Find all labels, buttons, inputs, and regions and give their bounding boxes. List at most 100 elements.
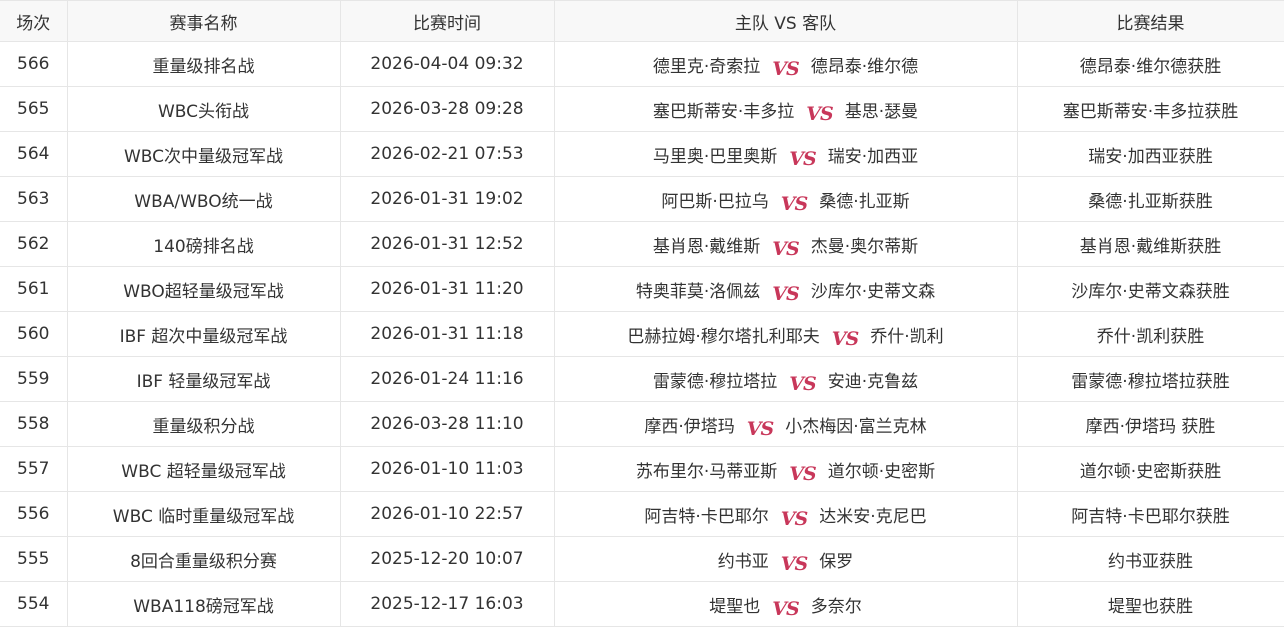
vs-icon: VS	[789, 462, 816, 485]
vs-icon: VS	[780, 192, 808, 215]
event-name: WBC头衔战	[66, 86, 341, 132]
header-result: 比赛结果	[1016, 0, 1284, 42]
event-name: 8回合重量级积分赛	[66, 536, 341, 582]
event-name: 重量级积分战	[66, 401, 341, 447]
teams: 巴赫拉姆·穆尔塔扎利耶夫 VS 乔什·凯利	[553, 311, 1018, 357]
match-result: 约书亚获胜	[1016, 536, 1284, 582]
away-team: 保罗	[819, 551, 854, 572]
teams: 阿巴斯·巴拉乌 VS 桑德·扎亚斯	[553, 176, 1018, 222]
vs-icon: VS	[780, 507, 808, 530]
teams: 德里克·奇索拉 VS 德昂泰·维尔德	[553, 41, 1018, 87]
table-row: 565 WBC头衔战 2026-03-28 09:28 塞巴斯蒂安·丰多拉 VS 基思·瑟…	[0, 86, 1284, 132]
home-team: 约书亚	[717, 551, 769, 572]
teams: 堤聖也 VS 多奈尔	[553, 581, 1018, 627]
home-team: 德里克·奇索拉	[652, 56, 761, 77]
away-team: 沙库尔·史蒂文森	[810, 281, 936, 302]
match-time: 2026-01-31 11:20	[339, 266, 555, 312]
teams: 塞巴斯蒂安·丰多拉 VS 基思·瑟曼	[553, 86, 1018, 132]
header-event: 赛事名称	[66, 0, 341, 42]
match-time: 2026-01-24 11:16	[339, 356, 555, 402]
table-row: 558 重量级积分战 2026-03-28 11:10 摩西·伊塔玛 VS 小杰梅因·富兰…	[0, 401, 1284, 447]
event-name: WBC次中量级冠军战	[66, 131, 341, 177]
vs-icon: VS	[806, 102, 833, 125]
vs-icon: VS	[772, 597, 799, 620]
table-row: 561 WBO超轻量级冠军战 2026-01-31 11:20 特奥菲莫·洛佩兹 VS 沙…	[0, 266, 1284, 312]
match-result: 雷蒙德·穆拉塔拉获胜	[1016, 356, 1284, 402]
table-row: 554 WBA118磅冠军战 2025-12-17 16:03 堤聖也 VS 多奈尔 堤聖也…	[0, 581, 1284, 627]
vs-icon: VS	[789, 147, 816, 170]
event-name: WBA/WBO统一战	[66, 176, 341, 222]
match-result: 堤聖也获胜	[1016, 581, 1284, 627]
home-team: 雷蒙德·穆拉塔拉	[652, 371, 778, 392]
match-number: 554	[0, 581, 68, 627]
vs-icon: VS	[789, 372, 816, 395]
vs-icon: VS	[772, 237, 799, 260]
match-number: 555	[0, 536, 68, 582]
home-team: 摩西·伊塔玛	[644, 416, 735, 437]
header-teams: 主队 VS 客队	[553, 0, 1018, 42]
match-number: 557	[0, 446, 68, 492]
match-time: 2026-01-10 22:57	[339, 491, 555, 537]
event-name: WBC 临时重量级冠军战	[66, 491, 341, 537]
match-number: 562	[0, 221, 68, 267]
home-team: 特奥菲莫·洛佩兹	[635, 281, 761, 302]
event-name: WBC 超轻量级冠军战	[66, 446, 341, 492]
event-name: 140磅排名战	[66, 221, 341, 267]
table-row: 557 WBC 超轻量级冠军战 2026-01-10 11:03 苏布里尔·马蒂亚斯 V…	[0, 446, 1284, 492]
away-team: 安迪·克鲁兹	[827, 371, 919, 392]
teams: 马里奥·巴里奥斯 VS 瑞安·加西亚	[553, 131, 1018, 177]
match-result: 瑞安·加西亚获胜	[1016, 131, 1284, 177]
vs-icon: VS	[746, 417, 774, 440]
table-row: 566 重量级排名战 2026-04-04 09:32 德里克·奇索拉 VS 德昂泰·维尔…	[0, 41, 1284, 87]
away-team: 多奈尔	[810, 596, 862, 617]
match-number: 561	[0, 266, 68, 312]
away-team: 道尔顿·史密斯	[827, 461, 936, 482]
match-time: 2025-12-20 10:07	[339, 536, 555, 582]
match-number: 564	[0, 131, 68, 177]
home-team: 苏布里尔·马蒂亚斯	[635, 461, 778, 482]
match-result: 桑德·扎亚斯获胜	[1016, 176, 1284, 222]
table-row: 556 WBC 临时重量级冠军战 2026-01-10 22:57 阿吉特·卡巴耶尔 V…	[0, 491, 1284, 537]
away-team: 乔什·凯利	[870, 326, 944, 347]
match-result: 基肖恩·戴维斯获胜	[1016, 221, 1284, 267]
away-team: 德昂泰·维尔德	[810, 56, 919, 77]
match-time: 2026-03-28 11:10	[339, 401, 555, 447]
match-time: 2026-01-31 11:18	[339, 311, 555, 357]
teams: 阿吉特·卡巴耶尔 VS 达米安·克尼巴	[553, 491, 1018, 537]
event-name: WBA118磅冠军战	[66, 581, 341, 627]
match-number: 560	[0, 311, 68, 357]
away-team: 基思·瑟曼	[844, 101, 919, 122]
event-name: IBF 轻量级冠军战	[66, 356, 341, 402]
home-team: 阿吉特·卡巴耶尔	[644, 506, 769, 527]
match-result: 沙库尔·史蒂文森获胜	[1016, 266, 1284, 312]
match-number: 563	[0, 176, 68, 222]
match-time: 2026-02-21 07:53	[339, 131, 555, 177]
vs-icon: VS	[831, 327, 859, 350]
away-team: 达米安·克尼巴	[819, 506, 927, 527]
home-team: 阿巴斯·巴拉乌	[661, 191, 769, 212]
match-number: 559	[0, 356, 68, 402]
event-name: WBO超轻量级冠军战	[66, 266, 341, 312]
table-row: 562 140磅排名战 2026-01-31 12:52 基肖恩·戴维斯 VS 杰曼·奥尔…	[0, 221, 1284, 267]
teams: 摩西·伊塔玛 VS 小杰梅因·富兰克林	[553, 401, 1018, 447]
match-time: 2026-01-31 19:02	[339, 176, 555, 222]
home-team: 堤聖也	[709, 596, 761, 617]
away-team: 小杰梅因·富兰克林	[785, 416, 927, 437]
teams: 基肖恩·戴维斯 VS 杰曼·奥尔蒂斯	[553, 221, 1018, 267]
vs-icon: VS	[780, 552, 808, 575]
match-result: 摩西·伊塔玛 获胜	[1016, 401, 1284, 447]
match-result: 阿吉特·卡巴耶尔获胜	[1016, 491, 1284, 537]
match-result: 乔什·凯利获胜	[1016, 311, 1284, 357]
match-time: 2026-01-10 11:03	[339, 446, 555, 492]
match-time: 2026-04-04 09:32	[339, 41, 555, 87]
table-row: 560 IBF 超次中量级冠军战 2026-01-31 11:18 巴赫拉姆·穆尔塔扎…	[0, 311, 1284, 357]
header-row: 场次 赛事名称 比赛时间 主队 VS 客队 比赛结果	[0, 0, 1284, 42]
table-row: 559 IBF 轻量级冠军战 2026-01-24 11:16 雷蒙德·穆拉塔拉 VS 安…	[0, 356, 1284, 402]
home-team: 巴赫拉姆·穆尔塔扎利耶夫	[627, 326, 820, 347]
match-time: 2025-12-17 16:03	[339, 581, 555, 627]
header-time: 比赛时间	[339, 0, 555, 42]
table-row: 563 WBA/WBO统一战 2026-01-31 19:02 阿巴斯·巴拉乌 VS 桑德…	[0, 176, 1284, 222]
table-row: 555 8回合重量级积分赛 2025-12-20 10:07 约书亚 VS 保罗 约书亚获胜	[0, 536, 1284, 582]
home-team: 基肖恩·戴维斯	[652, 236, 761, 257]
